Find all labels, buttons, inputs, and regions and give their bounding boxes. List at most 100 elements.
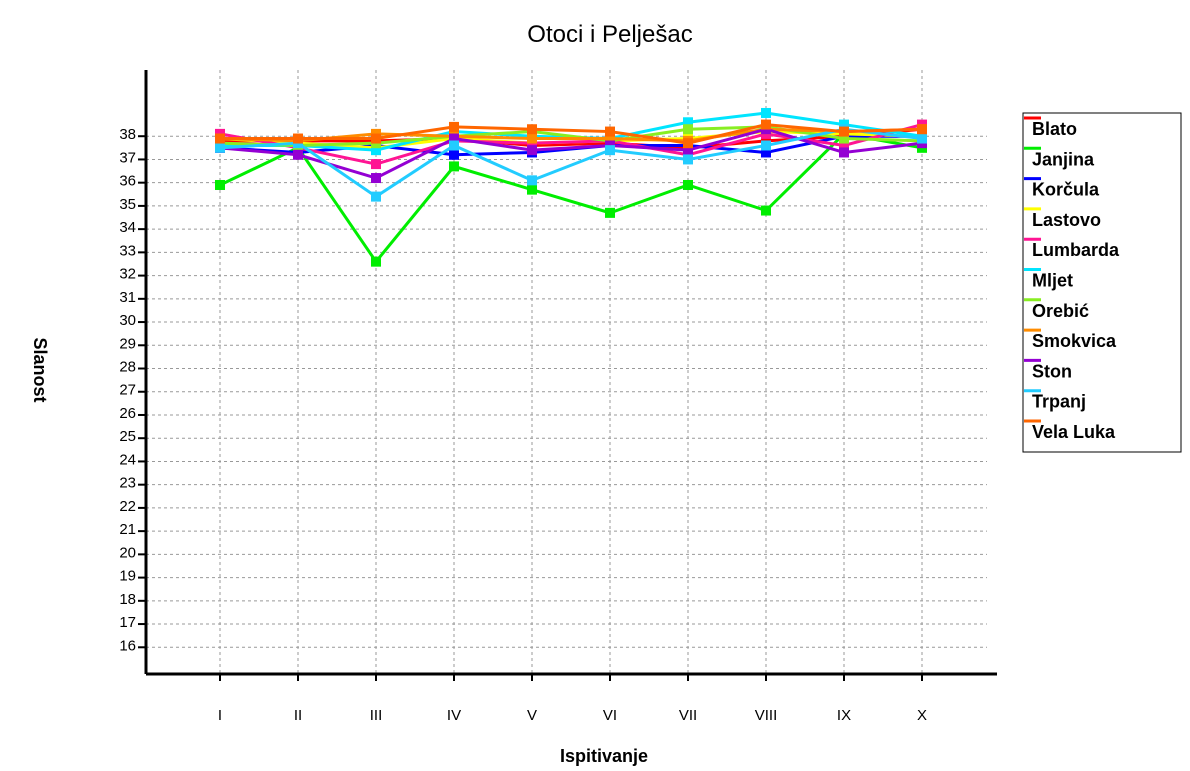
data-point <box>371 191 381 202</box>
x-tick-label: VIII <box>755 707 778 724</box>
legend-label: Mljet <box>1032 271 1073 291</box>
y-axis-title: Slanost <box>30 337 50 402</box>
y-tick-label: 31 <box>119 289 136 306</box>
data-point <box>215 133 225 144</box>
data-point <box>917 124 927 135</box>
data-point <box>683 117 693 128</box>
legend-label: Trpanj <box>1032 392 1086 412</box>
x-tick-label: IX <box>837 707 851 724</box>
data-point <box>605 126 615 137</box>
legend-label: Vela Luka <box>1032 422 1116 442</box>
data-point <box>761 140 771 151</box>
y-tick-label: 37 <box>119 149 136 166</box>
legend-label: Orebić <box>1032 301 1089 321</box>
y-tick-label: 22 <box>119 498 136 515</box>
y-tick-label: 21 <box>119 521 136 538</box>
series-line <box>219 125 923 148</box>
data-point <box>449 121 459 132</box>
data-point <box>449 140 459 151</box>
legend-label: Janjina <box>1032 149 1095 169</box>
data-point <box>527 133 537 144</box>
y-tick-label: 27 <box>119 382 136 399</box>
legend-label: Blato <box>1032 119 1077 139</box>
data-point <box>371 159 381 170</box>
data-point <box>215 179 225 190</box>
y-tick-label: 29 <box>119 335 136 352</box>
x-ticks: I II III IV V VI VII VIII IX X <box>218 674 927 724</box>
y-tick-label: 26 <box>119 405 136 422</box>
data-point <box>605 145 615 156</box>
y-tick-label: 20 <box>119 544 136 561</box>
data-point <box>839 147 849 158</box>
y-tick-label: 18 <box>119 591 136 608</box>
legend: Blato Janjina Korčula Lastovo Lumbarda Mljet O… <box>1022 112 1182 453</box>
y-tick-label: 19 <box>119 568 136 585</box>
x-tick-label: V <box>527 707 537 724</box>
series-10 <box>215 119 927 149</box>
data-point <box>683 179 693 190</box>
data-point <box>371 256 381 267</box>
axes <box>144 70 997 676</box>
series-9 <box>215 124 927 202</box>
data-point <box>449 149 459 160</box>
y-tick-label: 34 <box>119 219 136 236</box>
data-point <box>215 142 225 153</box>
y-tick-label: 35 <box>119 196 136 213</box>
data-point <box>839 126 849 137</box>
data-point <box>293 149 303 160</box>
y-tick-label: 30 <box>119 312 136 329</box>
series-line <box>219 127 923 199</box>
y-tick-label: 33 <box>119 242 136 259</box>
x-tick-label: III <box>370 707 383 724</box>
data-point <box>449 133 459 144</box>
data-point <box>683 145 693 156</box>
data-point <box>683 124 693 135</box>
data-point <box>761 205 771 216</box>
data-point <box>527 184 537 195</box>
x-tick-label: X <box>917 707 927 724</box>
y-tick-label: 32 <box>119 266 136 283</box>
y-tick-label: 25 <box>119 428 136 445</box>
data-point <box>917 133 927 144</box>
x-tick-label: VI <box>603 707 617 724</box>
x-tick-label: I <box>218 707 222 724</box>
y-tick-label: 16 <box>119 637 136 654</box>
legend-box <box>1022 112 1182 453</box>
data-point <box>683 138 693 149</box>
data-point <box>371 133 381 144</box>
data-point <box>761 147 771 158</box>
y-tick-label: 28 <box>119 359 136 376</box>
y-ticks: 16 17 18 19 20 21 22 23 24 25 26 27 28 29 30 31 32 33 34 35… <box>119 126 146 654</box>
series-line <box>219 127 923 180</box>
y-tick-label: 17 <box>119 614 136 631</box>
data-point <box>761 119 771 130</box>
x-tick-label: II <box>294 707 302 724</box>
data-point <box>449 161 459 172</box>
x-tick-label: VII <box>679 707 697 724</box>
legend-label: Ston <box>1032 361 1072 381</box>
data-point <box>527 145 537 156</box>
data-point <box>371 145 381 156</box>
y-tick-label: 24 <box>119 451 136 468</box>
legend-label: Lastovo <box>1032 210 1101 230</box>
data-point <box>371 173 381 184</box>
y-tick-label: 38 <box>119 126 136 143</box>
x-axis-title: Ispitivanje <box>560 746 648 766</box>
grid <box>146 70 987 674</box>
legend-label: Smokvica <box>1032 331 1117 351</box>
legend-label: Lumbarda <box>1032 240 1120 260</box>
data-point <box>683 154 693 165</box>
data-point <box>605 207 615 218</box>
series-layer <box>215 107 927 267</box>
legend-label: Korčula <box>1032 180 1100 200</box>
series-line <box>219 132 923 265</box>
data-point <box>293 133 303 144</box>
chart-title: Otoci i Pelješac <box>527 21 692 48</box>
data-point <box>527 124 537 135</box>
data-point <box>527 175 537 186</box>
y-tick-label: 23 <box>119 475 136 492</box>
series-line <box>220 123 923 145</box>
data-point <box>839 133 849 144</box>
data-point <box>761 107 771 118</box>
